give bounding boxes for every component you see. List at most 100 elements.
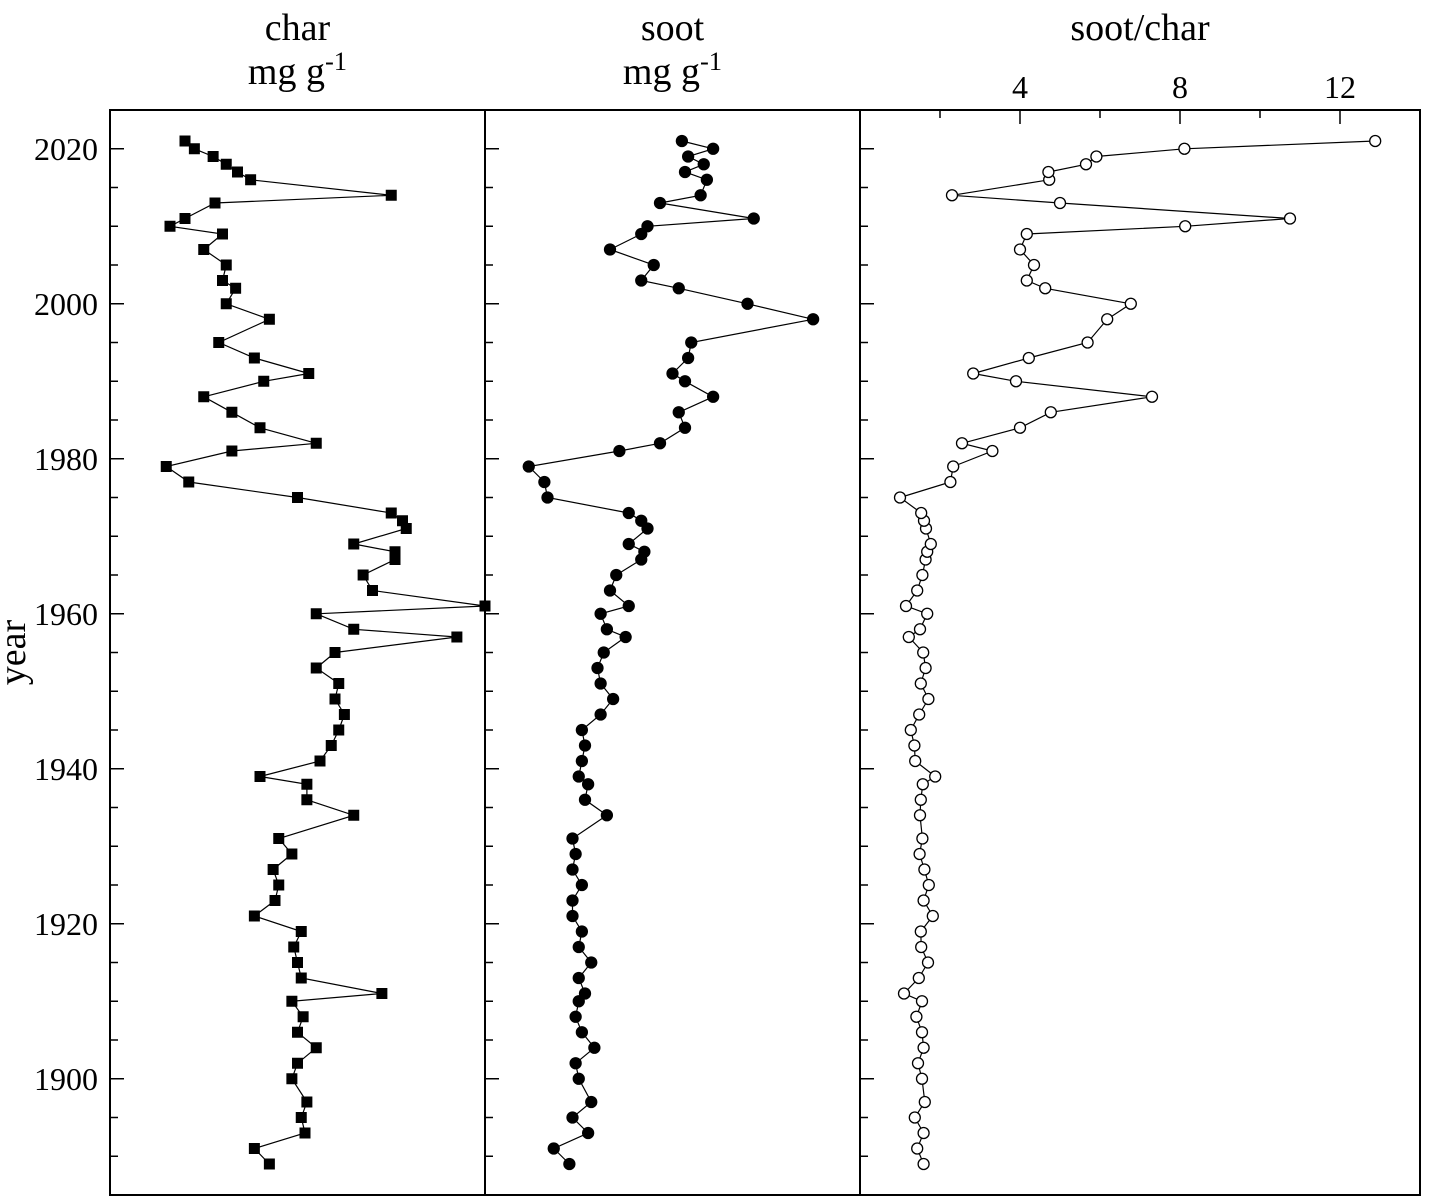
marker-soot xyxy=(698,159,709,170)
marker-soot xyxy=(586,957,597,968)
panel-title-char-1: char xyxy=(265,7,331,49)
marker-soot xyxy=(683,353,694,364)
marker-soot xyxy=(636,275,647,286)
marker-ratio xyxy=(913,1058,924,1069)
marker-ratio xyxy=(923,957,934,968)
marker-ratio xyxy=(1043,167,1054,178)
marker-char xyxy=(221,260,231,270)
marker-soot xyxy=(701,174,712,185)
marker-ratio xyxy=(912,1143,923,1154)
marker-soot xyxy=(695,190,706,201)
marker-ratio xyxy=(1021,229,1032,240)
marker-ratio xyxy=(915,624,926,635)
marker-char xyxy=(221,159,231,169)
marker-soot xyxy=(567,864,578,875)
marker-ratio xyxy=(1040,283,1051,294)
marker-ratio xyxy=(925,539,936,550)
marker-char xyxy=(199,245,209,255)
marker-char xyxy=(386,508,396,518)
marker-char xyxy=(334,725,344,735)
chart-container: 1900192019401960198020002020yearcharmg g… xyxy=(0,0,1433,1200)
svg-text:1980: 1980 xyxy=(34,441,98,477)
marker-ratio xyxy=(945,477,956,488)
marker-char xyxy=(227,446,237,456)
marker-ratio xyxy=(1055,198,1066,209)
marker-soot xyxy=(680,167,691,178)
svg-text:12: 12 xyxy=(1324,69,1356,105)
marker-ratio xyxy=(1081,159,1092,170)
marker-ratio xyxy=(917,570,928,581)
marker-char xyxy=(180,136,190,146)
marker-soot xyxy=(611,570,622,581)
marker-char xyxy=(386,190,396,200)
marker-char xyxy=(210,198,220,208)
chart-svg: 1900192019401960198020002020yearcharmg g… xyxy=(0,0,1433,1200)
panel-title-ratio-1: soot/char xyxy=(1070,7,1210,49)
marker-ratio xyxy=(895,492,906,503)
marker-char xyxy=(231,283,241,293)
marker-soot xyxy=(567,833,578,844)
marker-soot xyxy=(573,771,584,782)
marker-ratio xyxy=(911,1011,922,1022)
svg-text:1940: 1940 xyxy=(34,751,98,787)
marker-char xyxy=(184,477,194,487)
marker-soot xyxy=(576,756,587,767)
marker-soot xyxy=(623,601,634,612)
marker-char xyxy=(311,438,321,448)
marker-soot xyxy=(686,337,697,348)
svg-text:4: 4 xyxy=(1012,69,1028,105)
marker-soot xyxy=(648,260,659,271)
marker-soot xyxy=(539,477,550,488)
marker-ratio xyxy=(909,740,920,751)
svg-text:1960: 1960 xyxy=(34,596,98,632)
marker-char xyxy=(218,276,228,286)
panel-title-soot-1: soot xyxy=(641,7,705,49)
marker-ratio xyxy=(918,1159,929,1170)
marker-ratio xyxy=(914,849,925,860)
svg-text:2000: 2000 xyxy=(34,286,98,322)
marker-ratio xyxy=(915,794,926,805)
svg-text:1920: 1920 xyxy=(34,906,98,942)
marker-char xyxy=(264,1159,274,1169)
marker-ratio xyxy=(915,926,926,937)
marker-ratio xyxy=(923,694,934,705)
marker-char xyxy=(249,353,259,363)
marker-char xyxy=(246,175,256,185)
marker-char xyxy=(249,911,259,921)
marker-char xyxy=(259,376,269,386)
marker-soot xyxy=(573,1073,584,1084)
marker-soot xyxy=(655,198,666,209)
marker-char xyxy=(221,299,231,309)
marker-char xyxy=(189,144,199,154)
marker-ratio xyxy=(1147,391,1158,402)
marker-ratio xyxy=(957,438,968,449)
marker-ratio xyxy=(912,585,923,596)
marker-char xyxy=(218,229,228,239)
marker-ratio xyxy=(916,508,927,519)
marker-char xyxy=(358,570,368,580)
marker-ratio xyxy=(1370,136,1381,147)
marker-ratio xyxy=(903,632,914,643)
marker-ratio xyxy=(918,895,929,906)
marker-char xyxy=(249,1144,259,1154)
marker-soot xyxy=(592,663,603,674)
marker-ratio xyxy=(947,190,958,201)
marker-char xyxy=(270,896,280,906)
marker-char xyxy=(311,1043,321,1053)
marker-soot xyxy=(576,926,587,937)
marker-soot xyxy=(620,632,631,643)
marker-ratio xyxy=(918,647,929,658)
marker-ratio xyxy=(917,1027,928,1038)
marker-ratio xyxy=(1045,407,1056,418)
marker-char xyxy=(315,756,325,766)
marker-ratio xyxy=(918,1128,929,1139)
marker-soot xyxy=(667,368,678,379)
marker-char xyxy=(452,632,462,642)
marker-soot xyxy=(605,585,616,596)
marker-soot xyxy=(639,546,650,557)
marker-char xyxy=(349,624,359,634)
marker-soot xyxy=(595,709,606,720)
marker-ratio xyxy=(930,771,941,782)
marker-char xyxy=(300,1128,310,1138)
marker-char xyxy=(227,407,237,417)
